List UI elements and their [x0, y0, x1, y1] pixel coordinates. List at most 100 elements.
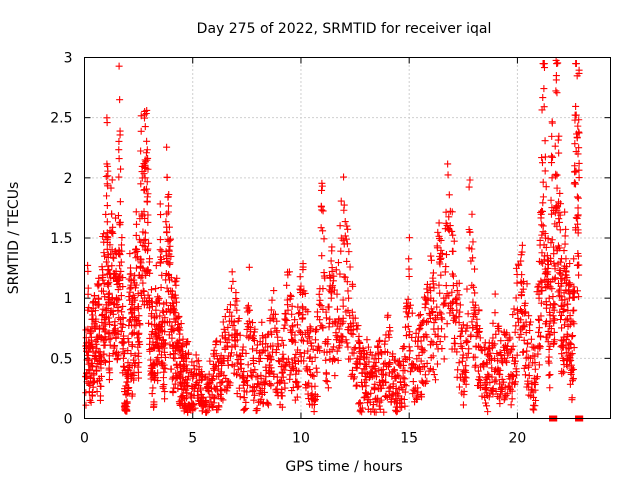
- data-point: [244, 302, 252, 310]
- data-point: [386, 327, 394, 335]
- data-point: [405, 255, 413, 263]
- data-point: [108, 262, 116, 270]
- data-point: [448, 306, 456, 314]
- data-point: [491, 290, 499, 298]
- data-point: [124, 347, 132, 355]
- data-point: [164, 193, 172, 201]
- data-point: [419, 378, 427, 386]
- data-point: [117, 165, 125, 173]
- data-point: [141, 123, 149, 131]
- data-point: [452, 295, 460, 303]
- data-point: [190, 365, 198, 373]
- data-point: [132, 231, 140, 239]
- data-point: [224, 384, 232, 392]
- data-point: [434, 228, 442, 236]
- data-point: [155, 334, 163, 342]
- data-point: [102, 258, 110, 266]
- data-point: [119, 283, 127, 291]
- data-point: [573, 133, 581, 141]
- data-point: [392, 406, 400, 414]
- data-point: [476, 373, 484, 381]
- data-point: [161, 328, 169, 336]
- data-point: [260, 379, 268, 387]
- data-point: [429, 366, 437, 374]
- data-point: [142, 271, 150, 279]
- data-point: [551, 316, 559, 324]
- data-point: [137, 274, 145, 282]
- y-tick-label: 2.5: [50, 111, 72, 127]
- data-point: [317, 302, 325, 310]
- data-point: [119, 314, 127, 322]
- data-point: [126, 285, 134, 293]
- data-point: [535, 316, 543, 324]
- data-point: [144, 165, 152, 173]
- data-point: [208, 403, 216, 411]
- data-point: [525, 312, 533, 320]
- data-point: [566, 380, 574, 388]
- data-point: [92, 340, 100, 348]
- data-point: [349, 282, 357, 290]
- data-point: [104, 172, 112, 180]
- data-point: [539, 222, 547, 230]
- x-axis-label: GPS time / hours: [285, 459, 402, 475]
- data-point: [343, 339, 351, 347]
- data-point: [548, 159, 556, 167]
- data-point: [112, 334, 120, 342]
- data-point: [240, 405, 248, 413]
- data-point: [401, 402, 409, 410]
- data-point: [455, 359, 463, 367]
- data-point: [233, 351, 241, 359]
- data-point: [312, 336, 320, 344]
- data-point: [109, 229, 117, 237]
- data-point: [172, 281, 180, 289]
- data-point: [485, 393, 493, 401]
- data-point: [145, 319, 153, 327]
- data-point: [84, 267, 92, 275]
- data-point: [228, 268, 236, 276]
- data-point: [456, 301, 464, 309]
- data-point: [491, 378, 499, 386]
- data-point: [496, 400, 504, 408]
- data-point: [439, 301, 447, 309]
- data-point: [412, 394, 420, 402]
- data-point: [165, 202, 173, 210]
- data-point: [105, 289, 113, 297]
- data-point: [108, 228, 116, 236]
- data-point: [532, 397, 540, 405]
- data-point: [240, 406, 248, 414]
- data-point: [116, 198, 124, 206]
- data-point: [260, 388, 268, 396]
- data-point: [570, 283, 578, 291]
- data-point: [371, 362, 379, 370]
- data-point: [335, 325, 343, 333]
- data-point: [329, 320, 337, 328]
- data-point: [405, 331, 413, 339]
- data-point: [105, 266, 113, 274]
- data-point: [300, 357, 308, 365]
- data-point: [299, 304, 307, 312]
- data-point: [102, 210, 110, 218]
- data-point: [415, 351, 423, 359]
- data-point: [267, 306, 275, 314]
- data-point: [312, 364, 320, 372]
- data-point: [134, 290, 142, 298]
- data-point: [437, 246, 445, 254]
- data-point: [239, 346, 247, 354]
- data-point: [539, 178, 547, 186]
- data-point: [145, 239, 153, 247]
- data-point: [220, 325, 228, 333]
- data-point: [85, 304, 93, 312]
- data-point: [109, 223, 117, 231]
- data-point: [455, 279, 463, 287]
- data-point: [221, 344, 229, 352]
- data-point: [384, 331, 392, 339]
- data-point: [353, 325, 361, 333]
- data-point: [405, 354, 413, 362]
- data-point: [267, 355, 275, 363]
- data-point: [320, 235, 328, 243]
- data-point: [358, 404, 366, 412]
- data-point: [486, 349, 494, 357]
- data-point: [467, 257, 475, 265]
- data-point: [150, 398, 158, 406]
- data-point: [272, 386, 280, 394]
